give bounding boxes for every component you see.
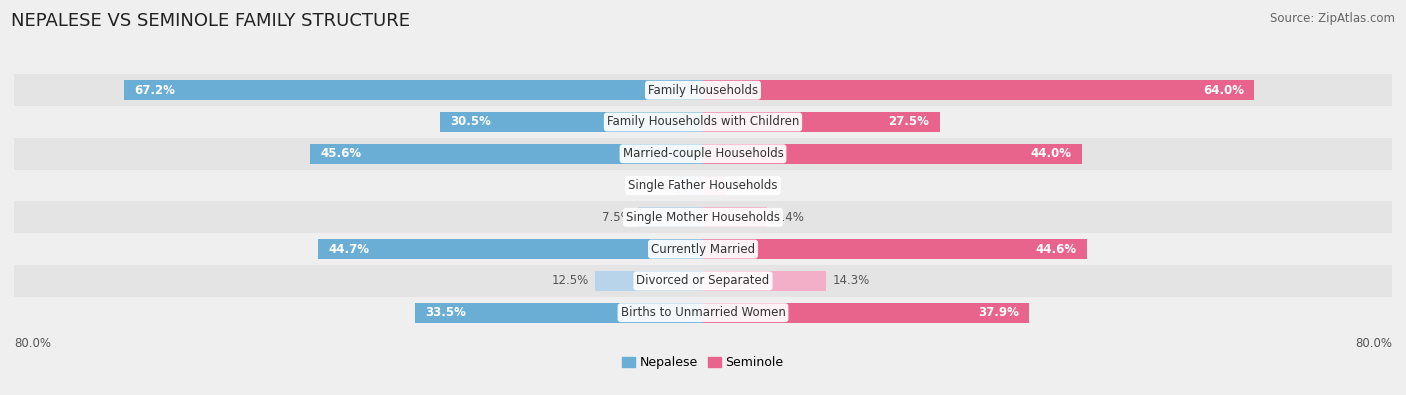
- Text: 80.0%: 80.0%: [1355, 337, 1392, 350]
- Text: Currently Married: Currently Married: [651, 243, 755, 256]
- Bar: [440, 112, 703, 132]
- Legend: Nepalese, Seminole: Nepalese, Seminole: [623, 356, 783, 369]
- Bar: [124, 80, 703, 100]
- Text: 67.2%: 67.2%: [135, 84, 176, 97]
- Bar: [703, 80, 1254, 100]
- Bar: [14, 138, 1392, 170]
- Text: 33.5%: 33.5%: [425, 306, 465, 319]
- Bar: [415, 303, 703, 323]
- Text: Divorced or Separated: Divorced or Separated: [637, 275, 769, 288]
- Text: 64.0%: 64.0%: [1202, 84, 1244, 97]
- Bar: [703, 303, 1029, 323]
- Text: 44.6%: 44.6%: [1036, 243, 1077, 256]
- Text: Family Households: Family Households: [648, 84, 758, 97]
- Text: 44.7%: 44.7%: [329, 243, 370, 256]
- Text: Source: ZipAtlas.com: Source: ZipAtlas.com: [1270, 12, 1395, 25]
- Bar: [676, 176, 703, 196]
- Text: Single Mother Households: Single Mother Households: [626, 211, 780, 224]
- Text: Single Father Households: Single Father Households: [628, 179, 778, 192]
- Bar: [703, 144, 1083, 164]
- Text: 80.0%: 80.0%: [14, 337, 51, 350]
- Bar: [14, 74, 1392, 106]
- Text: 2.6%: 2.6%: [733, 179, 762, 192]
- Text: 14.3%: 14.3%: [832, 275, 870, 288]
- Text: NEPALESE VS SEMINOLE FAMILY STRUCTURE: NEPALESE VS SEMINOLE FAMILY STRUCTURE: [11, 12, 411, 30]
- Bar: [638, 207, 703, 227]
- Text: 45.6%: 45.6%: [321, 147, 361, 160]
- Bar: [595, 271, 703, 291]
- Bar: [703, 207, 766, 227]
- Text: 3.1%: 3.1%: [640, 179, 669, 192]
- Bar: [14, 170, 1392, 201]
- Bar: [14, 106, 1392, 138]
- Bar: [703, 271, 827, 291]
- Text: 37.9%: 37.9%: [979, 306, 1019, 319]
- Text: 27.5%: 27.5%: [889, 115, 929, 128]
- Bar: [14, 297, 1392, 329]
- Bar: [703, 239, 1087, 259]
- Text: 7.5%: 7.5%: [602, 211, 631, 224]
- Bar: [703, 112, 939, 132]
- Text: 12.5%: 12.5%: [551, 275, 589, 288]
- Bar: [14, 265, 1392, 297]
- Bar: [14, 233, 1392, 265]
- Text: Married-couple Households: Married-couple Households: [623, 147, 783, 160]
- Text: Family Households with Children: Family Households with Children: [607, 115, 799, 128]
- Text: Births to Unmarried Women: Births to Unmarried Women: [620, 306, 786, 319]
- Text: 44.0%: 44.0%: [1031, 147, 1071, 160]
- Bar: [703, 176, 725, 196]
- Bar: [311, 144, 703, 164]
- Text: 30.5%: 30.5%: [451, 115, 492, 128]
- Text: 7.4%: 7.4%: [773, 211, 803, 224]
- Bar: [318, 239, 703, 259]
- Bar: [14, 201, 1392, 233]
